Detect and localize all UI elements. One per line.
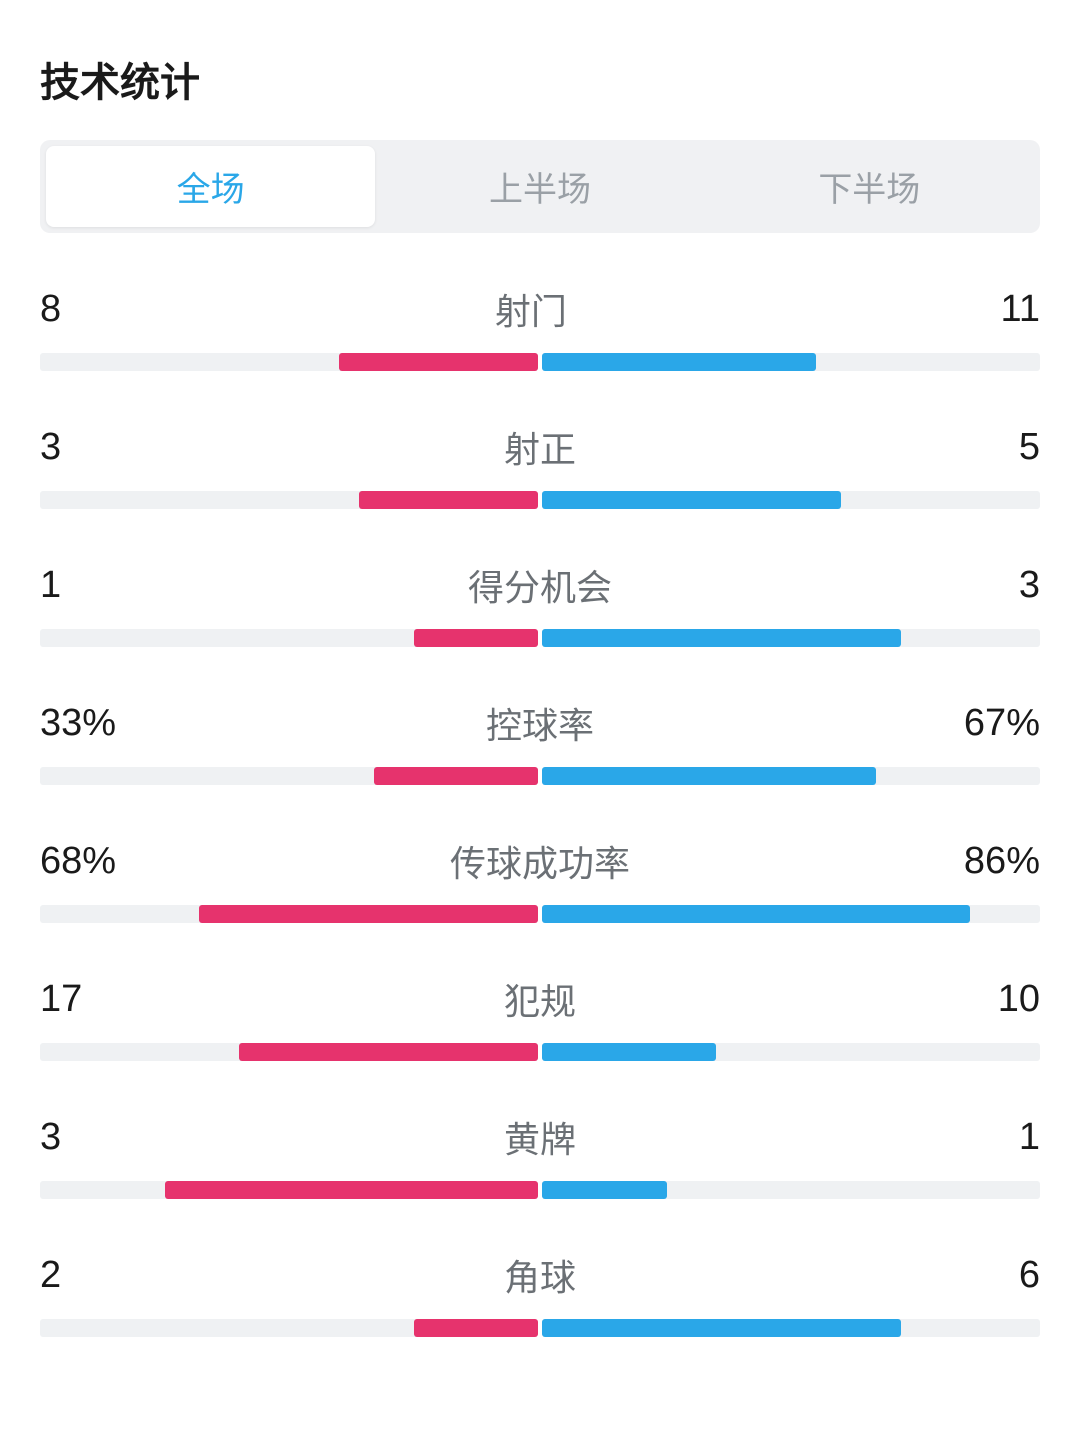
stat-name: 角球 — [504, 1249, 576, 1301]
stat-bar — [40, 905, 1040, 923]
stat-bar-right-track — [542, 1319, 1040, 1337]
stat-bar-left-fill — [339, 353, 538, 371]
stat-row: 8 射门 11 — [40, 283, 1040, 371]
stat-right-value: 67% — [964, 702, 1040, 745]
stat-labels: 1 得分机会 3 — [40, 559, 1040, 611]
stat-bar-right-fill — [542, 1181, 667, 1199]
stats-list: 8射门113射正51得分机会333%控球率67%68%传球成功率86%17犯规1… — [40, 283, 1040, 1337]
stat-bar-right-track — [542, 1043, 1040, 1061]
period-tabs: 全场 上半场 下半场 — [40, 140, 1040, 233]
stat-bar-left-fill — [359, 491, 538, 509]
stat-right-value: 5 — [1019, 426, 1040, 469]
stat-bar — [40, 353, 1040, 371]
stat-bar-left-track — [40, 491, 538, 509]
stat-bar — [40, 491, 1040, 509]
stat-bar — [40, 1043, 1040, 1061]
stat-bar-left-track — [40, 1043, 538, 1061]
stat-bar-right-track — [542, 629, 1040, 647]
stat-row: 17 犯规 10 — [40, 973, 1040, 1061]
stat-bar-left-track — [40, 1181, 538, 1199]
stat-labels: 2 角球 6 — [40, 1249, 1040, 1301]
stat-bar-left-fill — [239, 1043, 538, 1061]
stat-row: 3 黄牌 1 — [40, 1111, 1040, 1199]
stat-left-value: 3 — [40, 1116, 61, 1159]
stat-bar-left-track — [40, 629, 538, 647]
stat-bar-left-track — [40, 767, 538, 785]
section-title: 技术统计 — [40, 50, 1040, 108]
stat-bar-left-fill — [165, 1181, 539, 1199]
stat-bar-left-fill — [414, 629, 539, 647]
stat-bar-right-fill — [542, 629, 901, 647]
stat-bar-right-track — [542, 353, 1040, 371]
stat-bar — [40, 1319, 1040, 1337]
stat-right-value: 1 — [1019, 1116, 1040, 1159]
stat-row: 1 得分机会 3 — [40, 559, 1040, 647]
stat-bar-left-fill — [199, 905, 538, 923]
stat-bar-right-fill — [542, 905, 970, 923]
tab-first-half[interactable]: 上半场 — [375, 146, 704, 227]
stat-bar — [40, 1181, 1040, 1199]
stat-right-value: 10 — [998, 978, 1040, 1021]
stat-name: 控球率 — [486, 697, 594, 749]
stat-bar-left-track — [40, 905, 538, 923]
stat-bar — [40, 629, 1040, 647]
stat-bar-left-track — [40, 1319, 538, 1337]
stat-name: 得分机会 — [468, 559, 612, 611]
stat-right-value: 6 — [1019, 1254, 1040, 1297]
stat-labels: 3 射正 5 — [40, 421, 1040, 473]
stat-bar-right-track — [542, 491, 1040, 509]
stat-row: 33% 控球率 67% — [40, 697, 1040, 785]
stat-bar-right-fill — [542, 353, 816, 371]
stat-name: 射正 — [504, 421, 576, 473]
stat-bar-left-fill — [414, 1319, 539, 1337]
stat-labels: 3 黄牌 1 — [40, 1111, 1040, 1163]
tab-full-match[interactable]: 全场 — [46, 146, 375, 227]
stat-bar-right-track — [542, 1181, 1040, 1199]
stat-left-value: 1 — [40, 564, 61, 607]
tab-second-half[interactable]: 下半场 — [705, 146, 1034, 227]
stat-left-value: 3 — [40, 426, 61, 469]
stat-name: 黄牌 — [504, 1111, 576, 1163]
stat-bar-right-fill — [542, 767, 876, 785]
stat-left-value: 8 — [40, 288, 61, 331]
stat-bar-right-fill — [542, 491, 841, 509]
stat-left-value: 2 — [40, 1254, 61, 1297]
stat-left-value: 33% — [40, 702, 116, 745]
stat-row: 3 射正 5 — [40, 421, 1040, 509]
stat-labels: 68% 传球成功率 86% — [40, 835, 1040, 887]
stat-name: 射门 — [495, 283, 567, 335]
stat-name: 犯规 — [504, 973, 576, 1025]
stat-labels: 8 射门 11 — [40, 283, 1040, 335]
stat-right-value: 11 — [1001, 288, 1040, 331]
stat-right-value: 3 — [1019, 564, 1040, 607]
stat-row: 2 角球 6 — [40, 1249, 1040, 1337]
stat-bar-right-fill — [542, 1319, 901, 1337]
stat-name: 传球成功率 — [450, 835, 630, 887]
stat-labels: 17 犯规 10 — [40, 973, 1040, 1025]
stat-labels: 33% 控球率 67% — [40, 697, 1040, 749]
stat-bar-right-fill — [542, 1043, 716, 1061]
stat-bar-left-track — [40, 353, 538, 371]
stat-row: 68% 传球成功率 86% — [40, 835, 1040, 923]
stat-right-value: 86% — [964, 840, 1040, 883]
stat-bar — [40, 767, 1040, 785]
stat-bar-right-track — [542, 767, 1040, 785]
stat-left-value: 68% — [40, 840, 116, 883]
stat-left-value: 17 — [40, 978, 82, 1021]
stat-bar-right-track — [542, 905, 1040, 923]
stat-bar-left-fill — [374, 767, 538, 785]
